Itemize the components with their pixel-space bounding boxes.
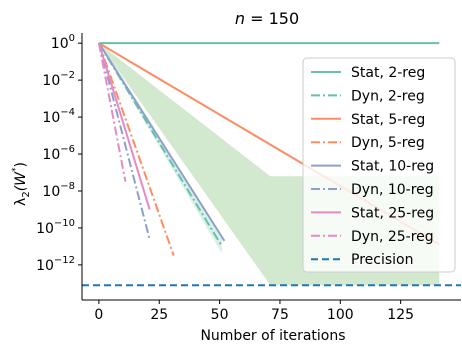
- y-tick-label: 10−4: [42, 107, 75, 126]
- legend-label: Stat, 25-reg: [351, 205, 434, 221]
- y-tick-label: 100: [51, 33, 75, 52]
- y-label-arg: (W: [13, 171, 29, 191]
- legend-label: Stat, 10-reg: [351, 159, 434, 175]
- y-axis-label: λ2(W*): [11, 162, 32, 206]
- y-tick-exponent: −6: [60, 144, 75, 155]
- series-line-stat-25-reg: [97, 42, 151, 210]
- x-tick-label: 0: [94, 307, 103, 323]
- y-tick-base: 10: [36, 221, 54, 237]
- y-tick-label: 10−8: [42, 181, 75, 200]
- y-tick-base: 10: [42, 147, 60, 163]
- y-tick-label: 10−10: [36, 218, 75, 237]
- legend-label: Dyn, 25-reg: [351, 229, 434, 245]
- y-label-lambda: λ: [13, 198, 29, 206]
- y-tick-base: 10: [36, 258, 54, 274]
- x-tick-label: 100: [327, 307, 354, 323]
- y-label-star: *: [11, 167, 21, 172]
- legend-label: Dyn, 10-reg: [351, 182, 434, 198]
- y-tick-base: 10: [42, 184, 60, 200]
- y-tick-exponent: −10: [54, 218, 75, 229]
- y-tick-exponent: −4: [60, 107, 75, 118]
- y-tick-base: 10: [51, 36, 69, 52]
- chart-title: n = 150: [235, 9, 299, 28]
- y-tick-base: 10: [42, 110, 60, 126]
- y-tick-label: 10−6: [42, 144, 75, 163]
- legend-label: Dyn, 5-reg: [351, 135, 425, 151]
- y-tick-label: 10−2: [42, 70, 75, 89]
- series-line-dyn-5-reg: [97, 42, 175, 256]
- legend: Stat, 2-reg Dyn, 2-reg Stat, 5-reg Dyn, 5-r…: [302, 57, 456, 273]
- y-tick-exponent: −2: [60, 70, 75, 81]
- y-label-subscript: 2: [21, 191, 32, 197]
- y-tick-label: 10−12: [36, 255, 75, 274]
- series-line-stat-10-reg: [98, 42, 226, 242]
- x-tick-label: 75: [271, 307, 289, 323]
- x-tick-label: 25: [150, 307, 168, 323]
- y-label-close: ): [13, 162, 29, 167]
- legend-label: Precision: [351, 252, 413, 268]
- y-tick-exponent: −12: [54, 255, 75, 266]
- y-tick-exponent: −8: [60, 181, 75, 192]
- legend-label: Stat, 5-reg: [351, 112, 425, 128]
- series-line-dyn-25-reg: [97, 42, 127, 182]
- y-tick-base: 10: [42, 73, 60, 89]
- x-axis-label: Number of iterations: [200, 328, 345, 344]
- legend-label: Dyn, 2-reg: [351, 88, 425, 104]
- y-tick-exponent: 0: [69, 33, 75, 44]
- title-variable: n: [235, 9, 245, 28]
- x-tick-label: 125: [387, 307, 414, 323]
- legend-label: Stat, 2-reg: [351, 65, 425, 81]
- title-value: = 150: [245, 9, 299, 28]
- series-band-dyn-2-reg: [98, 43, 223, 254]
- x-tick-label: 50: [211, 307, 229, 323]
- legend-box: [302, 57, 456, 273]
